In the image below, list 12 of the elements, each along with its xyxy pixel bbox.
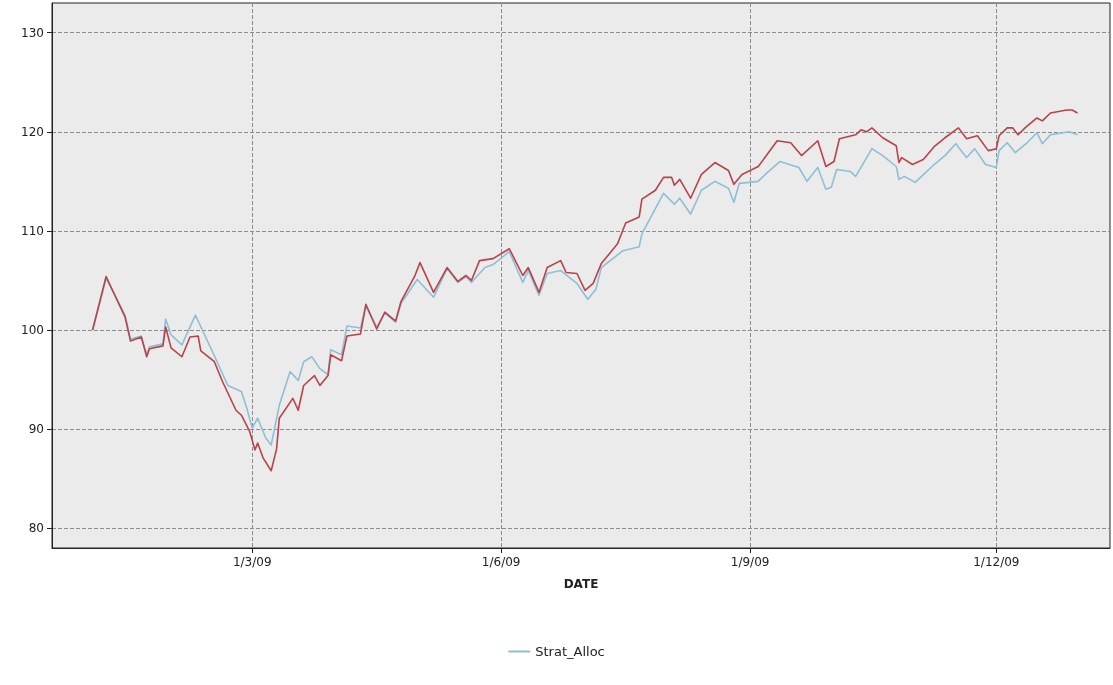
- y-tick-label: 120: [21, 124, 44, 139]
- x-tick-label: 1/9/09: [730, 555, 770, 569]
- legend-label: Strat_Alloc: [535, 644, 605, 659]
- x-tick-label: 1/3/09: [232, 555, 272, 569]
- y-tick-label: 110: [21, 223, 44, 238]
- y-tick-label: 100: [21, 323, 44, 337]
- x-tick-label: 1/12/09: [973, 555, 1020, 569]
- x-tick-label: 1/6/09: [481, 555, 521, 569]
- y-tick-label: 80: [28, 521, 44, 536]
- x-axis-title: DATE: [563, 577, 599, 591]
- y-tick-label: 90: [28, 422, 44, 437]
- y-tick-label: 130: [21, 25, 44, 40]
